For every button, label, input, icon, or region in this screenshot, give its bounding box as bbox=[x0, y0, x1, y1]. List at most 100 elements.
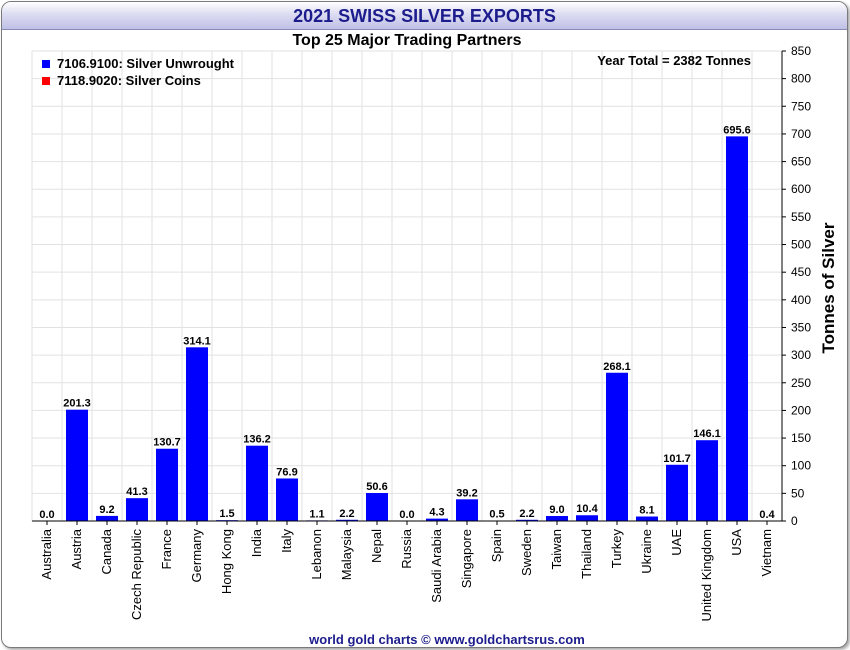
category-label: France bbox=[159, 529, 174, 569]
bar bbox=[126, 498, 148, 521]
category-label: UAE bbox=[669, 529, 684, 556]
y-tick-label: 300 bbox=[791, 348, 811, 362]
bar-value-label: 136.2 bbox=[243, 434, 271, 446]
category-label: Czech Republic bbox=[129, 529, 144, 621]
category-label: Turkey bbox=[609, 529, 624, 569]
bar bbox=[246, 445, 268, 521]
category-label: Spain bbox=[489, 529, 504, 562]
bar bbox=[696, 440, 718, 521]
category-label: Austria bbox=[69, 528, 84, 569]
bar-value-label: 50.6 bbox=[366, 481, 387, 493]
bar-value-label: 9.2 bbox=[99, 504, 114, 516]
bar bbox=[546, 516, 568, 521]
axes bbox=[32, 50, 786, 525]
y-tick-label: 600 bbox=[791, 182, 811, 196]
bar-value-label: 41.3 bbox=[126, 486, 147, 498]
y-tick-label: 450 bbox=[791, 265, 811, 279]
grid-lines bbox=[31, 50, 783, 522]
y-tick-label: 850 bbox=[791, 44, 811, 58]
legend-item-unwrought: 7106.9100: Silver Unwrought bbox=[42, 55, 234, 72]
y-tick-label: 150 bbox=[791, 431, 811, 445]
bar-value-label: 0.0 bbox=[399, 509, 414, 521]
bar-value-label: 39.2 bbox=[456, 487, 477, 499]
category-label: Canada bbox=[99, 528, 114, 574]
y-tick-label: 400 bbox=[791, 293, 811, 307]
bar-value-label: 2.2 bbox=[519, 508, 534, 520]
y-tick-label: 0 bbox=[791, 514, 798, 528]
y-tick-label: 200 bbox=[791, 403, 811, 417]
bar bbox=[336, 519, 358, 521]
bar-value-label: 0.0 bbox=[39, 509, 54, 521]
bar-value-label: 268.1 bbox=[603, 361, 631, 373]
legend-swatch-coins bbox=[42, 76, 50, 85]
y-tick-label: 500 bbox=[791, 238, 811, 252]
year-total-annotation: Year Total = 2382 Tonnes bbox=[597, 53, 751, 68]
category-label: India bbox=[249, 528, 264, 557]
bar-value-label: 0.4 bbox=[759, 509, 775, 521]
category-label: Saudi Arabia bbox=[429, 528, 444, 602]
legend-swatch-unwrought bbox=[42, 59, 50, 68]
bar bbox=[426, 518, 448, 521]
category-label: Russia bbox=[399, 528, 414, 569]
category-label: Italy bbox=[279, 529, 294, 553]
bar-value-label: 8.1 bbox=[639, 505, 654, 517]
y-tick-label: 750 bbox=[791, 99, 811, 113]
legend-item-coins: 7118.9020: Silver Coins bbox=[42, 72, 234, 89]
bar bbox=[186, 347, 208, 521]
category-label: United Kingdom bbox=[699, 529, 714, 622]
bar-value-label: 695.6 bbox=[723, 124, 751, 136]
category-label: Lebanon bbox=[309, 529, 324, 580]
bar bbox=[516, 519, 538, 521]
footer-credit: world gold charts © www.goldchartsrus.co… bbox=[309, 632, 585, 647]
category-label: USA bbox=[729, 529, 744, 556]
bar bbox=[636, 516, 658, 521]
bar-value-label: 201.3 bbox=[63, 398, 91, 410]
category-label: Sweden bbox=[519, 529, 534, 576]
bar-value-label: 146.1 bbox=[693, 428, 721, 440]
bar bbox=[276, 478, 298, 521]
category-label: Australia bbox=[39, 528, 54, 579]
bar-value-label: 0.5 bbox=[489, 509, 504, 521]
bar-value-label: 2.2 bbox=[339, 508, 354, 520]
category-label: Germany bbox=[189, 529, 204, 583]
chart-title: Top 25 Major Trading Partners bbox=[292, 32, 522, 49]
bar-value-label: 101.7 bbox=[663, 453, 691, 465]
category-label: Hong Kong bbox=[219, 529, 234, 594]
y-tick-label: 800 bbox=[791, 72, 811, 86]
bar-value-label: 10.4 bbox=[576, 503, 598, 515]
bar-value-label: 4.3 bbox=[429, 507, 444, 519]
bar bbox=[456, 499, 478, 521]
bar bbox=[66, 409, 88, 521]
category-label: Nepal bbox=[369, 529, 384, 563]
legend: 7106.9100: Silver Unwrought 7118.9020: S… bbox=[42, 55, 234, 89]
bar bbox=[366, 493, 388, 521]
labels: 0 50 100 150 200 250 300 350 400 450 500 550 600 650 7… bbox=[39, 44, 811, 622]
bars bbox=[66, 136, 778, 521]
y-tick-label: 50 bbox=[791, 486, 805, 500]
bar bbox=[576, 515, 598, 521]
bar-value-label: 130.7 bbox=[153, 437, 181, 449]
category-label: Vietnam bbox=[759, 529, 774, 576]
bar bbox=[666, 464, 688, 521]
bar bbox=[156, 448, 178, 521]
bar-value-label: 9.0 bbox=[549, 504, 564, 516]
bar-value-label: 314.1 bbox=[183, 335, 211, 347]
bar-value-label: 1.1 bbox=[309, 508, 324, 520]
chart-header-title: 2021 SWISS SILVER EXPORTS bbox=[2, 2, 847, 30]
bar bbox=[96, 515, 118, 521]
legend-label-unwrought: 7106.9100: Silver Unwrought bbox=[57, 56, 235, 71]
bar-value-label: 76.9 bbox=[276, 466, 297, 478]
y-tick-label: 350 bbox=[791, 320, 811, 334]
y-tick-label: 550 bbox=[791, 210, 811, 224]
y-tick-label: 650 bbox=[791, 155, 811, 169]
bar-value-label: 1.5 bbox=[219, 508, 234, 520]
bar bbox=[726, 136, 748, 521]
category-label: Malaysia bbox=[339, 528, 354, 580]
y-tick-label: 700 bbox=[791, 127, 811, 141]
y-tick-label: 250 bbox=[791, 376, 811, 390]
legend-label-coins: 7118.9020: Silver Coins bbox=[57, 73, 201, 88]
y-tick-label: 100 bbox=[791, 459, 811, 473]
category-label: Thailand bbox=[579, 529, 594, 579]
category-label: Taiwan bbox=[549, 529, 564, 569]
